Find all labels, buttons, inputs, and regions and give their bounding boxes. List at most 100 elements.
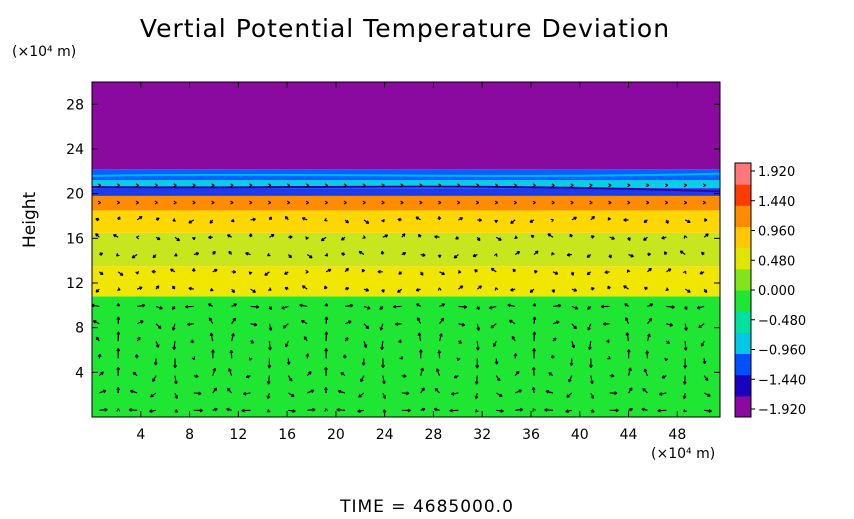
wind-vector-head — [440, 317, 445, 322]
wind-vector-head — [475, 408, 479, 413]
colorbar-segment — [735, 332, 751, 354]
wind-vector-head — [324, 200, 328, 205]
wind-vector — [337, 390, 346, 394]
wind-vector-head — [534, 269, 538, 274]
wind-vector-head — [268, 287, 272, 291]
wind-vector-head — [250, 339, 255, 344]
wind-vector-head — [459, 285, 464, 289]
wind-vector-head — [687, 289, 691, 293]
wind-vector-head — [139, 286, 143, 290]
wind-vector-head — [348, 320, 352, 324]
wind-vector-head — [492, 343, 497, 347]
wind-vector-head — [534, 250, 539, 255]
wind-vector-head — [381, 364, 385, 369]
wind-vector-head — [117, 287, 121, 291]
wind-vector-head — [208, 235, 212, 240]
wind-vector-head — [494, 183, 499, 188]
wind-vector-head — [702, 183, 706, 188]
wind-vector-head — [305, 200, 309, 205]
wind-vector-head — [608, 254, 612, 259]
y-axis: 4 8 12 16 20 24 28 — [66, 97, 720, 381]
y-tick-label: 12 — [66, 276, 84, 292]
wind-vector-head — [362, 235, 366, 239]
wind-vector-head — [627, 200, 631, 205]
wind-vector-head — [417, 332, 422, 336]
wind-vector-head — [700, 251, 705, 256]
wind-vector-head — [704, 217, 708, 222]
wind-vector-head — [116, 366, 121, 370]
wind-vector-head — [171, 285, 176, 290]
wind-vector-head — [551, 183, 555, 188]
wind-vector-head — [570, 183, 574, 188]
wind-vector-head — [268, 306, 273, 310]
wind-vector-head — [116, 316, 121, 320]
wind-vector-head — [646, 200, 650, 205]
wind-vector — [228, 368, 233, 376]
wind-vector-head — [513, 183, 517, 188]
wind-vector-head — [604, 270, 608, 275]
wind-vector-head — [209, 287, 214, 292]
wind-vector-head — [171, 327, 176, 331]
wind-vector-head — [664, 183, 669, 188]
wind-vector-head — [667, 268, 672, 272]
colorbar-segment — [735, 247, 751, 270]
wind-vector-head — [661, 235, 665, 240]
wind-vector — [476, 341, 479, 351]
wind-vector-head — [381, 200, 385, 205]
wind-vector-head — [379, 327, 384, 331]
wind-vector-head — [301, 217, 306, 221]
wind-vector-head — [208, 317, 213, 321]
wind-vector-head — [415, 216, 420, 220]
wind-vector-head — [382, 380, 386, 385]
wind-vector-head — [97, 353, 102, 358]
wind-vector-head — [547, 233, 552, 237]
wind-vector — [704, 409, 712, 412]
wind-vector-head — [418, 233, 422, 238]
wind-vector-head — [150, 393, 154, 398]
wind-vector-head — [628, 367, 632, 371]
wind-vector-head — [643, 237, 647, 241]
wind-vector-head — [397, 289, 401, 293]
wind-vector — [544, 409, 553, 411]
wind-vector-head — [570, 272, 575, 276]
wind-vector-head — [324, 183, 328, 188]
wind-vector-head — [570, 200, 574, 205]
wind-vector — [307, 389, 314, 394]
wind-vector-head — [228, 368, 232, 372]
field-band-8 — [92, 82, 720, 170]
wind-vector-head — [380, 346, 384, 351]
wind-vector — [250, 305, 259, 308]
wind-vector-head — [630, 253, 634, 258]
wind-vector-head — [532, 331, 537, 335]
wind-vector-head — [532, 348, 536, 352]
wind-vector — [568, 375, 573, 383]
wind-vector — [363, 340, 367, 348]
wind-vector-head — [705, 233, 709, 237]
wind-vector-head — [490, 267, 495, 272]
wind-vector — [507, 304, 516, 308]
wind-vector-head — [437, 287, 442, 291]
wind-vector — [193, 392, 202, 395]
wind-vector-head — [646, 183, 650, 188]
wind-vector-head — [658, 392, 663, 396]
time-label: TIME = 4685000.0 — [340, 497, 514, 517]
wind-vector-head — [615, 408, 619, 413]
wind-vector-head — [173, 183, 177, 188]
wind-vector-head — [434, 387, 439, 392]
wind-vector — [451, 392, 459, 395]
wind-vector-head — [573, 216, 577, 221]
wind-vector-head — [135, 235, 140, 240]
wind-vector-head — [195, 251, 200, 256]
wind-vector-head — [591, 409, 595, 413]
wind-vector-head — [493, 253, 498, 257]
wind-vector-head — [229, 349, 234, 354]
x-tick-label: 36 — [522, 427, 540, 443]
wind-vector-head — [232, 317, 236, 322]
wind-vector-head — [226, 407, 230, 412]
wind-vector-head — [529, 219, 533, 223]
wind-vector-head — [433, 407, 438, 412]
contour-line — [91, 185, 721, 193]
wind-vector-head — [683, 235, 688, 239]
wind-vector-head — [192, 183, 196, 188]
wind-vector-head — [702, 360, 707, 365]
